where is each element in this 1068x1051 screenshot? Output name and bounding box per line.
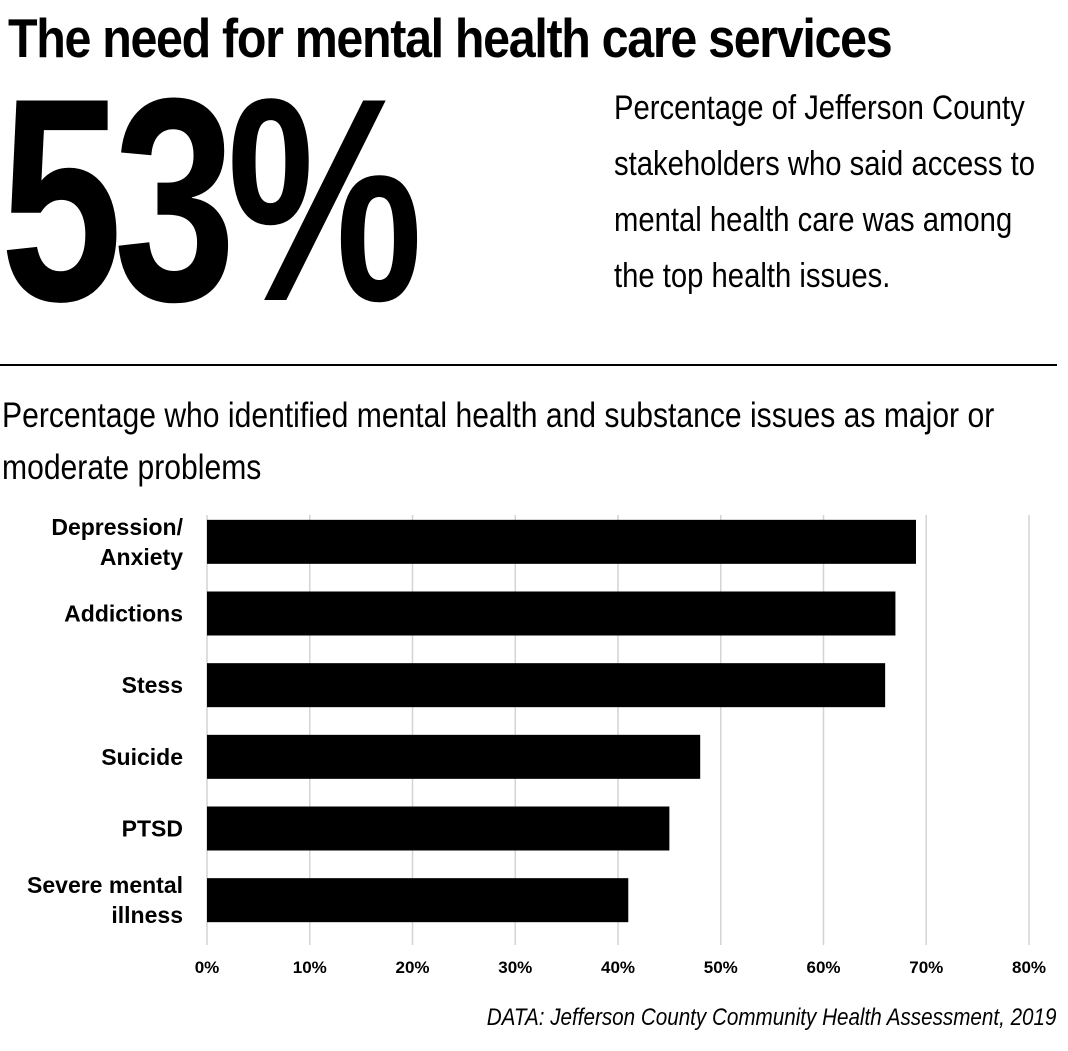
source-note: DATA: Jefferson County Community Health … — [486, 1004, 1056, 1031]
x-tick-label: 30% — [498, 958, 532, 977]
headline: The need for mental health care services — [8, 7, 893, 69]
category-label: Addictions — [64, 601, 183, 627]
bar — [207, 878, 629, 923]
x-tick-label: 80% — [1012, 958, 1046, 977]
category-label: Depression/Anxiety — [51, 514, 183, 570]
divider — [0, 364, 1057, 366]
bar — [207, 806, 670, 851]
x-tick-label: 70% — [909, 958, 943, 977]
category-label: Severe mental illness — [27, 872, 183, 928]
category-label: Suicide — [101, 744, 183, 770]
bar — [207, 734, 701, 779]
category-label: PTSD — [122, 816, 183, 842]
big-stat-value: 53% — [0, 38, 423, 362]
chart-title: Percentage who identified mental health … — [2, 396, 995, 487]
x-tick-label: 10% — [293, 958, 327, 977]
bar — [207, 519, 916, 564]
x-tick-label: 40% — [601, 958, 635, 977]
bar — [207, 663, 886, 708]
x-tick-label: 20% — [395, 958, 429, 977]
big-stat-description: Percentage of Jefferson County stakehold… — [614, 80, 1054, 304]
x-tick-label: 50% — [704, 958, 738, 977]
big-stat-description-text: Percentage of Jefferson County stakehold… — [614, 89, 1044, 295]
x-tick-label: 60% — [806, 958, 840, 977]
category-label: Stess — [122, 672, 183, 698]
bar — [207, 591, 896, 636]
x-tick-label: 0% — [195, 958, 220, 977]
